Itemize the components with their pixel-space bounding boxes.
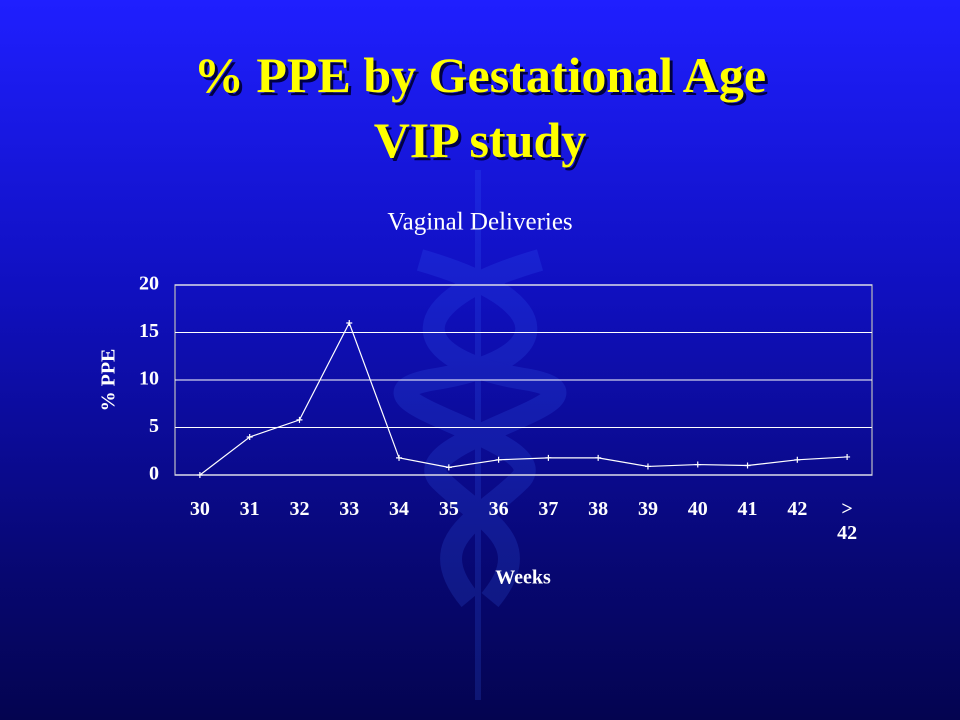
point-marker bbox=[396, 454, 403, 461]
x-tick-label: 38 bbox=[588, 498, 609, 520]
point-marker bbox=[346, 320, 353, 326]
point-marker bbox=[644, 463, 651, 470]
point-marker bbox=[545, 454, 552, 461]
x-tick-label: 36 bbox=[488, 498, 509, 520]
x-tick-label: 37 bbox=[538, 498, 559, 520]
x-axis-label: Weeks bbox=[495, 567, 551, 589]
slide-title: % PPE by Gestational Age bbox=[193, 47, 767, 103]
point-marker bbox=[445, 464, 452, 471]
x-tick-label: 31 bbox=[239, 498, 260, 520]
x-tick-label: 40 bbox=[687, 498, 708, 520]
x-tick-label: 39 bbox=[637, 498, 658, 520]
point-marker bbox=[744, 462, 751, 469]
x-tick-label: > 42 bbox=[837, 498, 858, 544]
y-tick-label: 0 bbox=[149, 463, 159, 485]
point-marker bbox=[794, 456, 801, 463]
x-tick-label: 33 bbox=[339, 498, 360, 520]
x-tick-label: 42 bbox=[787, 498, 808, 520]
y-tick-label: 5 bbox=[149, 415, 159, 437]
x-tick-label: 30 bbox=[189, 498, 210, 520]
point-marker bbox=[844, 453, 851, 460]
x-tick-label: 35 bbox=[438, 498, 459, 520]
slide-title: VIP study bbox=[373, 112, 587, 168]
x-tick-label: 34 bbox=[389, 498, 410, 520]
data-line bbox=[199, 321, 848, 476]
x-tick-label: 32 bbox=[289, 498, 310, 520]
x-tick-label: 41 bbox=[737, 498, 758, 520]
caduceus-decoration bbox=[393, 170, 567, 700]
point-marker bbox=[196, 472, 203, 478]
y-axis-label: % PPE bbox=[98, 349, 120, 412]
y-tick-label: 10 bbox=[139, 368, 159, 390]
y-tick-label: 20 bbox=[139, 273, 159, 295]
chart-title: Vaginal Deliveries bbox=[387, 209, 572, 236]
point-marker bbox=[296, 416, 303, 423]
y-tick-label: 15 bbox=[139, 320, 159, 342]
point-marker bbox=[694, 461, 701, 468]
point-marker bbox=[595, 454, 602, 461]
point-marker bbox=[246, 434, 253, 440]
point-marker bbox=[495, 456, 502, 463]
